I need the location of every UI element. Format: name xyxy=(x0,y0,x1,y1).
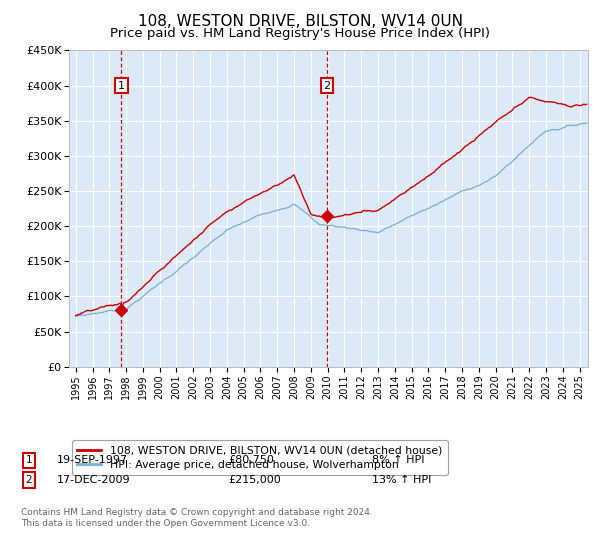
Text: 1: 1 xyxy=(25,455,32,465)
Text: 8% ↑ HPI: 8% ↑ HPI xyxy=(372,455,425,465)
Text: 17-DEC-2009: 17-DEC-2009 xyxy=(57,475,131,485)
Text: £80,750: £80,750 xyxy=(228,455,274,465)
Text: Price paid vs. HM Land Registry's House Price Index (HPI): Price paid vs. HM Land Registry's House … xyxy=(110,27,490,40)
Text: Contains HM Land Registry data © Crown copyright and database right 2024.
This d: Contains HM Land Registry data © Crown c… xyxy=(21,508,373,528)
Text: 13% ↑ HPI: 13% ↑ HPI xyxy=(372,475,431,485)
Text: 2: 2 xyxy=(25,475,32,485)
Text: 108, WESTON DRIVE, BILSTON, WV14 0UN: 108, WESTON DRIVE, BILSTON, WV14 0UN xyxy=(137,14,463,29)
Text: £215,000: £215,000 xyxy=(228,475,281,485)
Legend: 108, WESTON DRIVE, BILSTON, WV14 0UN (detached house), HPI: Average price, detac: 108, WESTON DRIVE, BILSTON, WV14 0UN (de… xyxy=(72,440,448,475)
Text: 19-SEP-1997: 19-SEP-1997 xyxy=(57,455,128,465)
Text: 2: 2 xyxy=(323,81,331,91)
Text: 1: 1 xyxy=(118,81,125,91)
